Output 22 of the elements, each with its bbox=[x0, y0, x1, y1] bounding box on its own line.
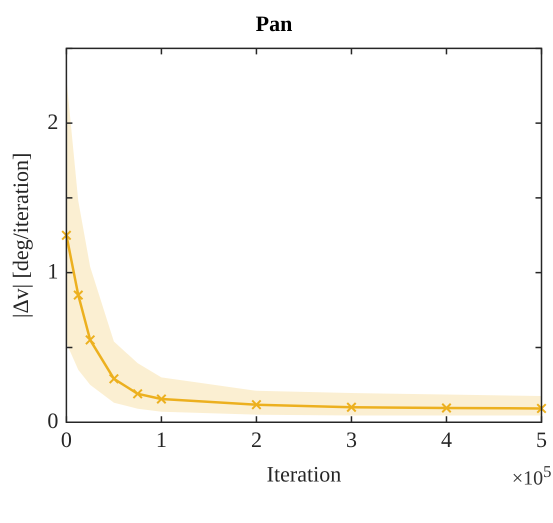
chart-title: Pan bbox=[256, 10, 292, 36]
point bbox=[156, 394, 167, 404]
point bbox=[346, 402, 357, 412]
x-tick-label: 2 bbox=[250, 427, 262, 452]
point bbox=[441, 402, 452, 414]
x-tick-label: 4 bbox=[440, 427, 452, 452]
point bbox=[251, 399, 262, 410]
y-tick-label: 0 bbox=[47, 408, 58, 433]
point bbox=[108, 374, 120, 384]
point bbox=[73, 290, 84, 300]
text: ×10$^{5}$ bbox=[512, 462, 552, 491]
x-axis-title: Iteration bbox=[266, 462, 342, 487]
y-axis-title: |Δv| [deg/iteration] bbox=[8, 152, 33, 318]
x-tick-label: 3 bbox=[346, 427, 357, 452]
point bbox=[84, 334, 96, 346]
point bbox=[132, 388, 143, 400]
x-tick-label: 5 bbox=[536, 427, 547, 452]
x-tick-label: 1 bbox=[156, 427, 167, 452]
point bbox=[536, 403, 547, 414]
y-tick-label: 1 bbox=[47, 258, 58, 284]
point bbox=[61, 230, 72, 241]
y-tick-label: 2 bbox=[47, 108, 58, 134]
